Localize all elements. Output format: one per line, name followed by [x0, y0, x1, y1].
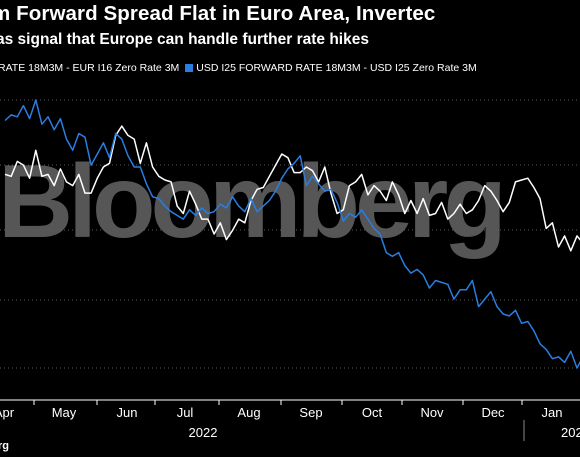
x-tick-label-8: Dec — [481, 405, 505, 420]
x-tick-label-1: May — [52, 405, 77, 420]
series-line-0 — [4, 125, 580, 252]
x-tick-label-7: Nov — [420, 405, 444, 420]
x-tick-label-5: Sep — [299, 405, 322, 420]
chart-title: m Forward Spread Flat in Euro Area, Inve… — [0, 2, 436, 25]
x-tick-label-6: Oct — [362, 405, 383, 420]
year-label-0: 2022 — [189, 425, 218, 440]
x-tick-label-4: Aug — [237, 405, 260, 420]
source-text: rg — [0, 440, 9, 452]
x-tick-label-3: Jul — [177, 405, 194, 420]
x-tick-label-0: Apr — [0, 405, 15, 420]
chart-subtitle: as signal that Europe can handle further… — [0, 31, 369, 48]
legend-swatch-usd — [185, 64, 194, 72]
x-tick-label-2: Jun — [117, 405, 138, 420]
legend-label-usd: USD I25 FORWARD RATE 18M3M - USD I25 Zer… — [196, 62, 477, 74]
year-label-1: 202 — [561, 425, 580, 440]
series-line-1 — [4, 99, 580, 369]
legend-label-eur: RATE 18M3M - EUR I16 Zero Rate 3M — [0, 62, 180, 74]
x-tick-label-9: Jan — [542, 405, 563, 420]
legend: RATE 18M3M - EUR I16 Zero Rate 3M USD I2… — [0, 62, 477, 74]
